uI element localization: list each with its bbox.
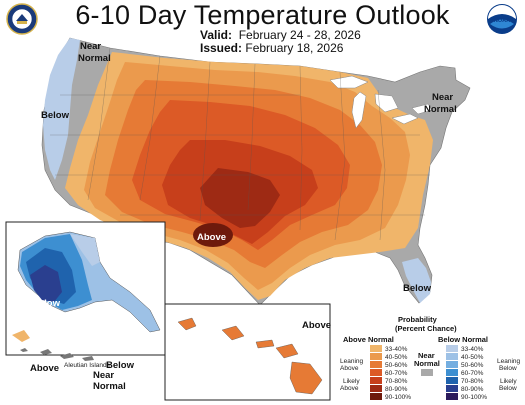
alaska-light-east [70, 234, 100, 266]
noaa-logo-text: NOAA [494, 18, 510, 24]
legend-above-swatch [370, 385, 382, 392]
legend-near-swatch [421, 369, 433, 376]
florida-below-area [402, 258, 431, 303]
label-alaska-above: Above [30, 363, 59, 374]
legend-below-header: Below Normal [438, 335, 488, 344]
legend-leaning-above-line1: Leaning [340, 358, 364, 365]
legend-below-label: 50-60% [461, 362, 484, 369]
great-lakes [329, 75, 433, 129]
noaa-logo-icon: NOAA [487, 4, 517, 34]
legend-above-label: 90-100% [385, 394, 411, 401]
label-near-normal-ne-line1: Near [432, 92, 453, 103]
hawaii-oahu [221, 325, 245, 341]
issued-date: February 18, 2026 [245, 41, 344, 55]
legend-below-swatch [446, 393, 458, 400]
label-near-normal-nw-line1: Near [80, 41, 101, 52]
label-above-center: Above [197, 232, 226, 243]
legend-title-line1: Probability [398, 315, 438, 324]
alaska-above-southwest [12, 330, 30, 342]
doc-seal-icon [6, 3, 38, 35]
west-coast-below-area [43, 38, 80, 180]
legend-above-label: 60-70% [385, 370, 408, 377]
page-title: 6-10 Day Temperature Outlook [75, 0, 450, 30]
valid-dates: February 24 - 28, 2026 [238, 28, 361, 42]
legend-near-header-line2: Normal [414, 359, 440, 368]
legend-likely-above-line2: Above [340, 385, 359, 392]
legend-above-label: 80-90% [385, 386, 408, 393]
label-aleutian-below: Below [106, 360, 135, 371]
legend-above-swatch [370, 369, 382, 376]
issued-label: Issued: [200, 41, 243, 55]
aleutian-islands [20, 348, 94, 361]
legend-near-header-line1: Near [418, 351, 435, 360]
legend-likely-below-line2: Below [499, 385, 517, 392]
above-80-90-area [200, 168, 280, 228]
legend-above-rows: 33-40%40-50%50-60%60-70%70-80%80-90%90-1… [370, 345, 411, 401]
label-aleutian-islands: Aleutian Islands [64, 362, 111, 369]
legend-above-swatch [370, 393, 382, 400]
legend-below-label: 40-50% [461, 354, 484, 361]
legend-above-swatch [370, 361, 382, 368]
legend-above-label: 40-50% [385, 354, 408, 361]
legend-below-rows: 33-40%40-50%50-60%60-70%70-80%80-90%90-1… [446, 345, 487, 401]
hawaii-kauai [177, 317, 197, 331]
legend-leaning-below-line2: Below [499, 365, 517, 372]
legend-above-label: 50-60% [385, 362, 408, 369]
label-aleutian-near-line2: Normal [93, 381, 126, 392]
label-near-normal-ne-line2: Normal [424, 104, 457, 115]
legend-below-label: 90-100% [461, 394, 487, 401]
hawaii-big-island [289, 361, 323, 395]
label-below-florida: Below [403, 283, 432, 294]
valid-dates-line: Valid: February 24 - 28, 2026 [200, 28, 361, 42]
legend-above-header: Above Normal [343, 335, 394, 344]
label-alaska-below: Below [32, 298, 61, 309]
state-borders [50, 47, 430, 241]
legend-likely-above-line1: Likely [343, 378, 360, 385]
valid-label: Valid: [200, 28, 233, 42]
legend-leaning-below-line1: Leaning [497, 358, 521, 365]
label-near-normal-nw-line2: Normal [78, 53, 111, 64]
legend-below-swatch [446, 369, 458, 376]
legend-title-line2: (Percent Chance) [395, 324, 457, 333]
alaska-below-80-90 [30, 265, 62, 302]
legend-above-swatch [370, 345, 382, 352]
legend-below-swatch [446, 385, 458, 392]
legend-below-label: 70-80% [461, 378, 484, 385]
legend-below-swatch [446, 353, 458, 360]
label-below-west: Below [41, 110, 70, 121]
above-90-100-area [193, 223, 233, 247]
legend-below-label: 80-90% [461, 386, 484, 393]
legend-below-swatch [446, 345, 458, 352]
legend-above-swatch [370, 377, 382, 384]
legend-below-swatch [446, 377, 458, 384]
legend-leaning-above-line2: Above [340, 365, 359, 372]
legend: Probability (Percent Chance) Above Norma… [340, 315, 521, 401]
legend-below-label: 33-40% [461, 346, 484, 353]
label-aleutian-near-line1: Near [93, 370, 114, 381]
hawaii-molokai [255, 339, 275, 349]
legend-above-label: 70-80% [385, 378, 408, 385]
legend-below-swatch [446, 361, 458, 368]
issued-date-line: Issued: February 18, 2026 [200, 41, 343, 55]
legend-above-swatch [370, 353, 382, 360]
hawaii-maui [275, 343, 299, 359]
label-hawaii-above: Above [302, 320, 331, 331]
legend-likely-below-line1: Likely [500, 378, 517, 385]
legend-below-label: 60-70% [461, 370, 484, 377]
legend-above-label: 33-40% [385, 346, 408, 353]
